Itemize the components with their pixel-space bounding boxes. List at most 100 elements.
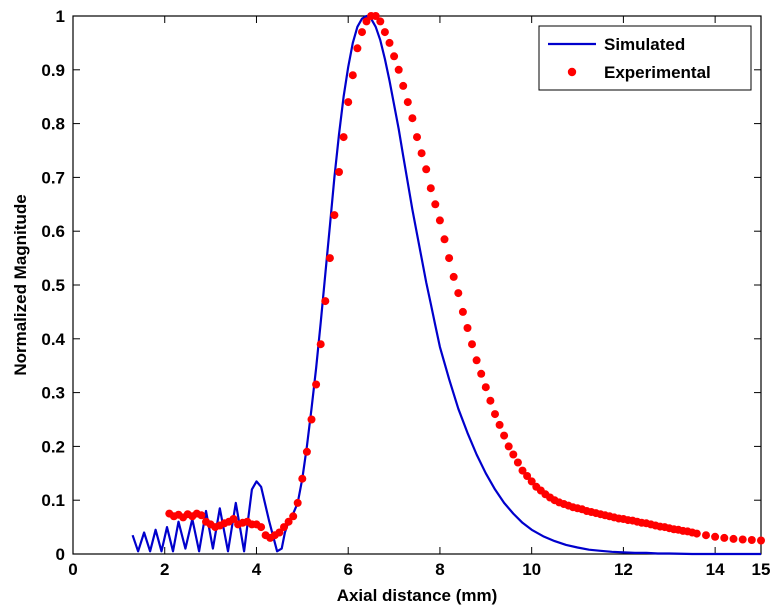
- legend-label-simulated: Simulated: [604, 35, 685, 54]
- experimental-point: [463, 324, 472, 332]
- experimental-point: [458, 307, 467, 316]
- experimental-point: [339, 133, 348, 142]
- experimental-point: [348, 71, 357, 80]
- plot-frame: [72, 15, 762, 555]
- y-tick-label: 0.8: [41, 115, 65, 134]
- y-tick-label: 0.3: [41, 384, 65, 403]
- y-tick-label: 0.1: [41, 491, 65, 510]
- experimental-point: [417, 149, 426, 158]
- experimental-point: [229, 515, 238, 523]
- experimental-point: [491, 410, 499, 419]
- series-layer: [131, 12, 765, 556]
- experimental-point: [298, 474, 307, 483]
- x-tick-label: 12: [614, 560, 633, 579]
- x-tick-label: 2: [160, 560, 169, 579]
- experimental-point: [344, 98, 353, 107]
- y-tick-label: 0.4: [41, 330, 65, 349]
- experimental-point: [509, 450, 518, 459]
- experimental-point: [275, 528, 284, 537]
- experimental-point: [321, 297, 330, 306]
- experimental-point: [435, 216, 444, 225]
- x-axis-title: Axial distance (mm): [337, 586, 498, 605]
- experimental-point: [330, 211, 339, 220]
- experimental-point: [518, 466, 527, 475]
- x-tick-label: 10: [522, 560, 541, 579]
- experimental-point: [747, 536, 756, 544]
- experimental-point: [720, 533, 729, 542]
- experimental-point: [477, 369, 486, 378]
- y-axis-title: Normalized Magnitude: [11, 194, 30, 375]
- experimental-point: [280, 523, 288, 532]
- experimental-point: [500, 431, 509, 440]
- experimental-point: [702, 531, 710, 540]
- experimental-point: [335, 168, 343, 176]
- x-tick-label: 14: [706, 560, 725, 579]
- y-tick-label: 0.5: [41, 276, 65, 295]
- experimental-point: [527, 477, 536, 486]
- y-tick-label: 0: [56, 545, 65, 564]
- experimental-point: [325, 254, 334, 263]
- experimental-point: [362, 17, 371, 26]
- x-tick-label: 15: [752, 560, 771, 579]
- axis-ticks: [72, 15, 762, 555]
- experimental-point: [738, 535, 747, 544]
- experimental-point: [711, 532, 720, 541]
- experimental-point: [481, 383, 490, 392]
- x-tick-labels: 0 2 4 6 8 10 12 14 15: [68, 560, 770, 579]
- experimental-point: [353, 44, 362, 53]
- experimental-point: [390, 52, 399, 61]
- y-tick-label: 0.7: [41, 168, 65, 187]
- experimental-point: [468, 340, 476, 349]
- experimental-point: [403, 98, 412, 107]
- legend-label-experimental: Experimental: [604, 63, 711, 82]
- experimental-point: [445, 254, 454, 263]
- experimental-point: [729, 534, 738, 543]
- x-tick-label: 4: [252, 560, 262, 579]
- y-tick-label: 0.2: [41, 437, 65, 456]
- experimental-point: [316, 340, 325, 349]
- experimental-point: [426, 184, 435, 193]
- experimental-point: [312, 380, 321, 389]
- experimental-point: [757, 536, 765, 545]
- experimental-point: [440, 235, 449, 244]
- y-tick-label: 0.6: [41, 222, 65, 241]
- experimental-point: [422, 165, 431, 174]
- experimental-point: [472, 356, 481, 365]
- experimental-point: [376, 17, 385, 26]
- experimental-point: [513, 458, 522, 467]
- experimental-point: [307, 415, 316, 424]
- y-tick-label: 0.9: [41, 61, 65, 80]
- experimental-point: [394, 65, 403, 74]
- experimental-point: [385, 38, 394, 47]
- experimental-point: [358, 28, 366, 37]
- experimental-point: [371, 12, 380, 20]
- experimental-point: [408, 114, 417, 123]
- x-tick-label: 6: [343, 560, 352, 579]
- experimental-point: [380, 28, 389, 37]
- experimental-point: [257, 523, 266, 532]
- experimental-point: [454, 289, 463, 298]
- experimental-point: [523, 472, 532, 480]
- experimental-point: [495, 420, 504, 429]
- x-tick-label: 0: [68, 560, 77, 579]
- y-tick-label: 1: [56, 7, 65, 26]
- legend-swatch-experimental: [567, 67, 577, 77]
- experimental-point: [284, 517, 293, 526]
- plot-area: [72, 12, 765, 556]
- series-line-simulated: [131, 14, 761, 556]
- y-tick-labels: 0 0.1 0.2 0.3 0.4 0.5 0.6 0.7 0.8 0.9 1: [41, 7, 65, 564]
- experimental-point: [413, 133, 421, 142]
- experimental-point: [486, 396, 495, 405]
- experimental-point: [504, 442, 513, 451]
- experimental-point: [289, 512, 298, 521]
- legend: Simulated Experimental: [538, 25, 752, 91]
- experimental-point: [293, 498, 302, 507]
- experimental-point: [302, 447, 311, 456]
- experimental-point: [399, 81, 408, 90]
- experimental-point: [431, 200, 440, 209]
- legend-box: [538, 25, 752, 91]
- experimental-point: [197, 511, 206, 520]
- experimental-point: [692, 529, 701, 538]
- experimental-point: [449, 272, 458, 281]
